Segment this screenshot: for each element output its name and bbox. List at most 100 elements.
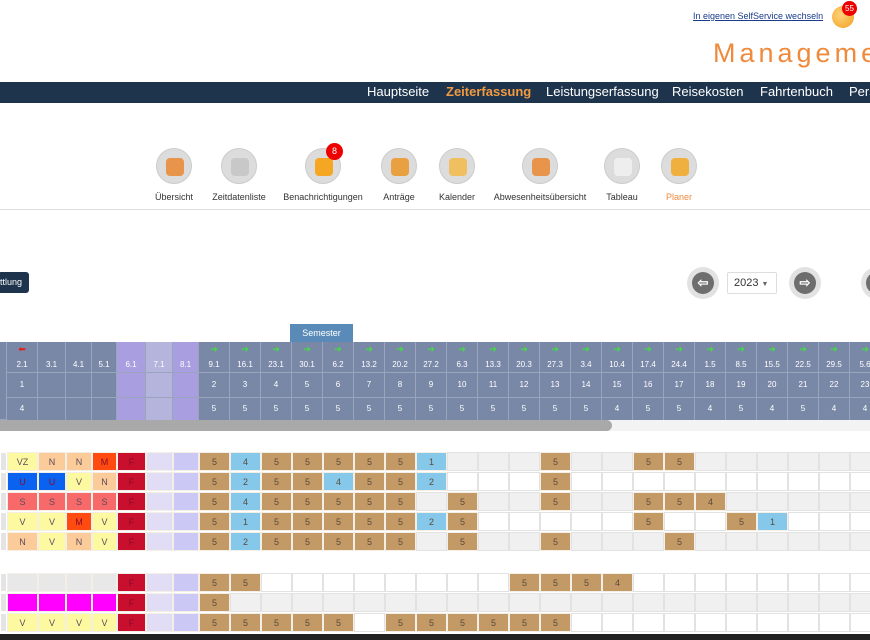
week-cell[interactable] (695, 512, 726, 531)
weekend-cell[interactable] (146, 472, 173, 491)
week-cell[interactable] (478, 593, 509, 612)
toolbar-item-5[interactable] (522, 148, 558, 184)
absence-code-cell[interactable]: F (117, 573, 146, 592)
week-cell[interactable] (509, 452, 540, 471)
absence-code-cell[interactable]: V (92, 613, 117, 632)
week-cell[interactable] (385, 573, 416, 592)
absence-code-cell[interactable]: V (38, 613, 66, 632)
header-column[interactable]: ➔ 24.4 17 5 (664, 342, 695, 420)
toolbar-item-1[interactable] (221, 148, 257, 184)
absence-code-cell[interactable]: F (117, 613, 146, 632)
week-cell[interactable]: 5 (354, 472, 385, 491)
weekend-cell[interactable] (146, 613, 173, 632)
week-cell[interactable] (447, 452, 478, 471)
week-cell[interactable] (602, 532, 633, 551)
week-cell[interactable]: 5 (540, 472, 571, 491)
header-column[interactable]: ➔ 6.2 6 5 (323, 342, 354, 420)
week-cell[interactable]: 5 (323, 492, 354, 511)
absence-code-cell[interactable] (38, 593, 66, 612)
week-cell[interactable]: 5 (261, 613, 292, 632)
header-column[interactable]: ➔ 15.5 20 4 (757, 342, 788, 420)
week-cell[interactable]: 1 (230, 512, 261, 531)
absence-code-cell[interactable] (92, 573, 117, 592)
week-cell[interactable] (633, 472, 664, 491)
arrow-right-icon[interactable]: ➔ (272, 344, 280, 354)
week-cell[interactable] (757, 573, 788, 592)
weekend-cell[interactable] (146, 593, 173, 612)
week-cell[interactable]: 5 (385, 512, 416, 531)
arrow-right-icon[interactable]: ➔ (799, 344, 807, 354)
week-cell[interactable] (788, 472, 819, 491)
header-column[interactable]: ➔ 27.3 13 5 (540, 342, 571, 420)
header-column[interactable]: 7.1 (146, 342, 173, 420)
week-cell[interactable] (664, 512, 695, 531)
week-cell[interactable] (757, 613, 788, 632)
week-cell[interactable]: 5 (478, 613, 509, 632)
week-cell[interactable]: 5 (540, 613, 571, 632)
week-cell[interactable]: 5 (385, 492, 416, 511)
absence-code-cell[interactable]: N (38, 452, 66, 471)
week-cell[interactable] (850, 613, 870, 632)
week-cell[interactable]: 5 (261, 532, 292, 551)
week-cell[interactable]: 5 (633, 512, 664, 531)
week-cell[interactable] (695, 452, 726, 471)
week-cell[interactable]: 5 (664, 452, 695, 471)
week-cell[interactable] (416, 492, 447, 511)
week-cell[interactable] (664, 472, 695, 491)
week-cell[interactable]: 2 (230, 532, 261, 551)
week-cell[interactable] (261, 593, 292, 612)
absence-code-cell[interactable] (66, 593, 92, 612)
arrow-right-icon[interactable]: ➔ (737, 344, 745, 354)
week-cell[interactable]: 5 (664, 492, 695, 511)
week-cell[interactable] (726, 613, 757, 632)
week-cell[interactable]: 5 (292, 452, 323, 471)
absence-code-cell[interactable]: VZ (7, 452, 38, 471)
header-column[interactable]: ➔ 23.1 4 5 (261, 342, 292, 420)
absence-code-cell[interactable]: N (92, 472, 117, 491)
week-cell[interactable] (664, 613, 695, 632)
week-cell[interactable]: 5 (199, 573, 230, 592)
week-cell[interactable]: 5 (199, 512, 230, 531)
week-cell[interactable]: 5 (540, 492, 571, 511)
arrow-right-icon[interactable]: ➔ (520, 344, 528, 354)
weekend-cell[interactable] (146, 573, 173, 592)
weekend-cell[interactable] (173, 492, 199, 511)
week-cell[interactable]: 5 (571, 573, 602, 592)
arrow-right-icon[interactable]: ➔ (303, 344, 311, 354)
week-cell[interactable] (571, 472, 602, 491)
week-cell[interactable] (602, 613, 633, 632)
week-cell[interactable] (819, 492, 850, 511)
absence-code-cell[interactable]: N (7, 532, 38, 551)
weekend-cell[interactable] (146, 492, 173, 511)
header-column[interactable]: ➔ 13.3 11 5 (478, 342, 509, 420)
weekend-cell[interactable] (146, 452, 173, 471)
toolbar-label[interactable]: Benachrichtigungen (283, 192, 363, 202)
arrow-right-icon[interactable]: ➔ (489, 344, 497, 354)
absence-code-cell[interactable]: F (117, 472, 146, 491)
week-cell[interactable] (850, 573, 870, 592)
week-cell[interactable] (726, 472, 757, 491)
week-cell[interactable] (292, 593, 323, 612)
nav-hauptseite[interactable]: Hauptseite (367, 84, 430, 99)
nav-personal[interactable]: Pers (849, 84, 870, 99)
week-cell[interactable] (757, 532, 788, 551)
arrow-right-icon[interactable]: ➔ (644, 344, 652, 354)
toolbar-label[interactable]: Anträge (383, 192, 415, 202)
arrow-right-icon[interactable]: ➔ (706, 344, 714, 354)
week-cell[interactable] (571, 452, 602, 471)
week-cell[interactable]: 5 (261, 512, 292, 531)
week-cell[interactable]: 5 (261, 452, 292, 471)
header-column[interactable]: ➔ 10.4 15 4 (602, 342, 633, 420)
toolbar-item-7[interactable] (661, 148, 697, 184)
arrow-right-icon[interactable]: ➔ (210, 344, 218, 354)
weekend-cell[interactable] (173, 593, 199, 612)
toolbar-item-2[interactable]: 8 (305, 143, 343, 184)
toolbar-label[interactable]: Übersicht (154, 192, 194, 202)
week-cell[interactable] (354, 613, 385, 632)
week-cell[interactable]: 5 (416, 613, 447, 632)
header-column[interactable]: ➔ 16.1 3 5 (230, 342, 261, 420)
toolbar-label[interactable]: Kalender (438, 192, 476, 202)
week-cell[interactable] (416, 593, 447, 612)
week-cell[interactable] (757, 492, 788, 511)
week-cell[interactable]: 5 (447, 492, 478, 511)
